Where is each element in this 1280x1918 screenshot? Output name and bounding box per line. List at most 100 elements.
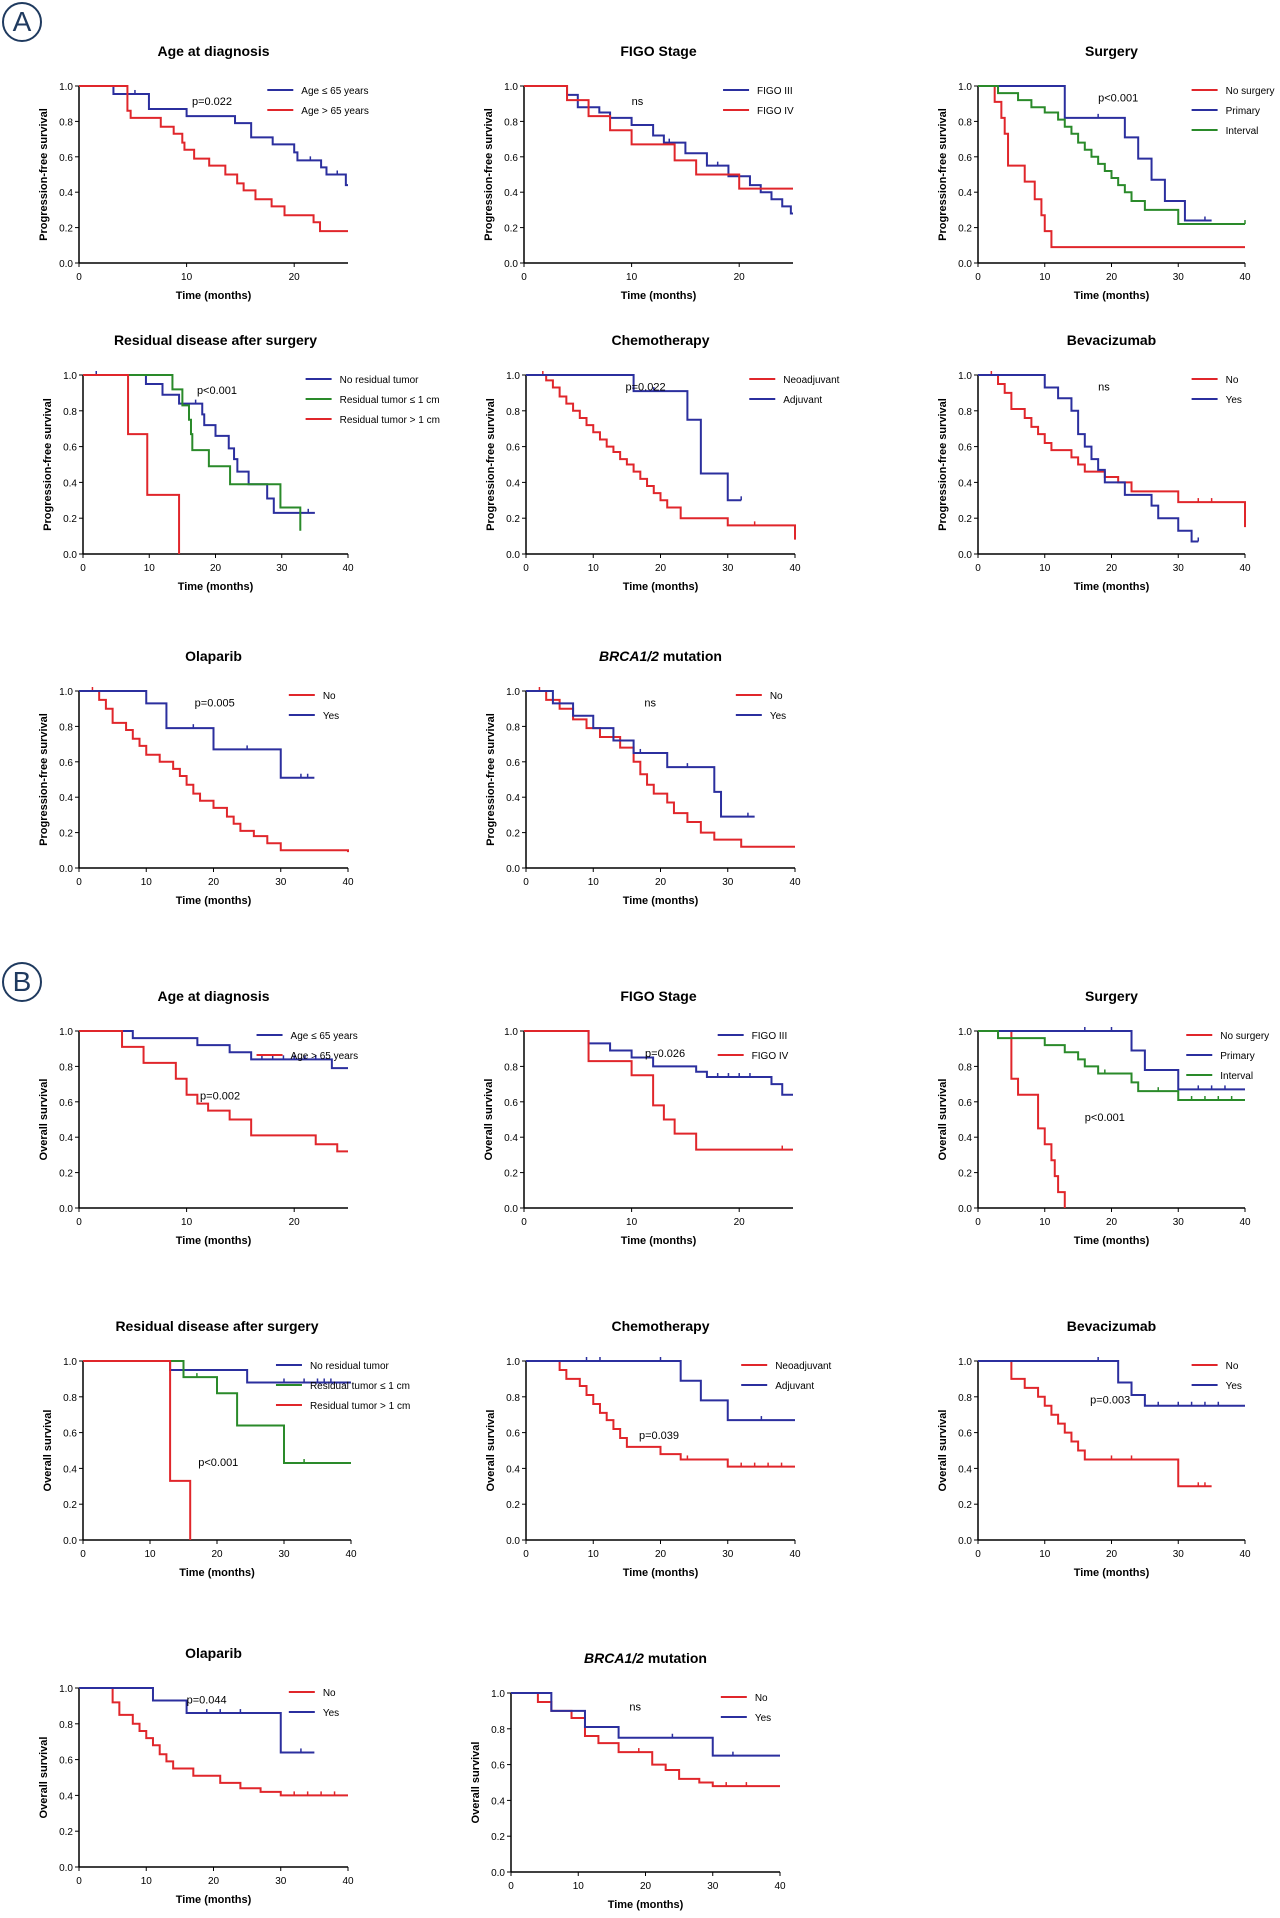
chart-title: Surgery bbox=[1085, 43, 1138, 59]
legend-label: Age ≤ 65 years bbox=[291, 1031, 358, 1042]
y-tick-label: 0.8 bbox=[958, 1393, 972, 1404]
km-curve-1 bbox=[978, 374, 1246, 528]
y-tick-label: 0.4 bbox=[63, 478, 77, 489]
km-curve-2 bbox=[524, 1030, 793, 1151]
y-tick-label: 0.2 bbox=[63, 514, 77, 525]
km-curve-2 bbox=[83, 374, 302, 531]
x-tick-label: 20 bbox=[655, 877, 667, 888]
y-tick-label: 0.0 bbox=[958, 1536, 972, 1547]
km-chart-b-4: Residual disease after surgery 0.0 0.2 0.4 0… bbox=[42, 1318, 410, 1579]
legend-label: No bbox=[770, 691, 783, 702]
y-tick-label: 0.8 bbox=[958, 407, 972, 418]
y-tick-label: 0.6 bbox=[958, 443, 972, 454]
x-tick-label: 20 bbox=[1106, 1549, 1118, 1560]
km-curve-2 bbox=[978, 374, 1199, 543]
y-tick-label: 1.0 bbox=[958, 1027, 972, 1038]
y-axis-label: Overall survival bbox=[937, 1079, 949, 1161]
y-tick-label: 1.0 bbox=[958, 1357, 972, 1368]
p-value: ns bbox=[1098, 382, 1110, 394]
legend-label: Adjuvant bbox=[783, 395, 822, 406]
x-tick-label: 30 bbox=[276, 563, 288, 574]
legend-label: Neoadjuvant bbox=[783, 375, 839, 386]
chart-title: Olaparib bbox=[185, 648, 242, 664]
x-tick-label: 0 bbox=[80, 1549, 86, 1560]
y-tick-label: 0.6 bbox=[491, 1761, 505, 1772]
p-value: p=0.026 bbox=[645, 1048, 685, 1060]
y-tick-label: 0.8 bbox=[506, 1393, 520, 1404]
y-tick-label: 0.6 bbox=[506, 1429, 520, 1440]
y-axis-label: Progression-free survival bbox=[485, 398, 497, 531]
y-axis-label: Progression-free survival bbox=[485, 713, 497, 846]
y-tick-label: 1.0 bbox=[63, 371, 77, 382]
x-tick-label: 40 bbox=[345, 1549, 357, 1560]
p-value: ns bbox=[632, 96, 644, 108]
panel-label-a: A bbox=[2, 2, 42, 42]
y-tick-label: 1.0 bbox=[59, 1027, 73, 1038]
x-tick-label: 0 bbox=[76, 1217, 82, 1228]
legend-label: No residual tumor bbox=[310, 1361, 390, 1372]
x-axis-label: Time (months) bbox=[1074, 1567, 1150, 1579]
km-curve-1 bbox=[978, 1360, 1212, 1488]
x-tick-label: 40 bbox=[789, 1549, 801, 1560]
y-tick-label: 0.8 bbox=[59, 1720, 73, 1731]
y-tick-label: 0.8 bbox=[958, 1062, 972, 1073]
y-axis-label: Overall survival bbox=[470, 1742, 482, 1824]
y-tick-label: 0.0 bbox=[59, 1863, 73, 1874]
x-tick-label: 30 bbox=[722, 563, 734, 574]
km-chart-a-7: Olaparib 0.0 0.2 0.4 0.6 0.8 1.0 0 10 20 30 40 Time … bbox=[38, 648, 354, 907]
x-tick-label: 10 bbox=[141, 877, 153, 888]
x-tick-label: 10 bbox=[144, 563, 156, 574]
y-tick-label: 0.6 bbox=[59, 758, 73, 769]
p-value: p<0.001 bbox=[198, 1457, 238, 1469]
legend-label: Neoadjuvant bbox=[775, 1361, 831, 1372]
x-axis-label: Time (months) bbox=[179, 1567, 255, 1579]
legend-label: Yes bbox=[323, 1708, 339, 1719]
km-curve-2 bbox=[978, 85, 1212, 222]
chart-title: Bevacizumab bbox=[1067, 1318, 1156, 1334]
y-tick-label: 1.0 bbox=[59, 1684, 73, 1695]
y-tick-label: 1.0 bbox=[59, 82, 73, 93]
p-value: ns bbox=[644, 698, 656, 710]
x-tick-label: 20 bbox=[734, 272, 746, 283]
y-tick-label: 0.0 bbox=[506, 550, 520, 561]
legend-label: No surgery bbox=[1226, 86, 1275, 97]
y-tick-label: 0.2 bbox=[958, 514, 972, 525]
km-curve-1 bbox=[526, 1360, 795, 1468]
x-axis-label: Time (months) bbox=[176, 1894, 252, 1906]
y-tick-label: 0.6 bbox=[958, 1429, 972, 1440]
x-tick-label: 40 bbox=[342, 563, 354, 574]
y-tick-label: 0.0 bbox=[59, 259, 73, 270]
y-tick-label: 0.2 bbox=[59, 829, 73, 840]
y-tick-label: 0.4 bbox=[59, 1133, 73, 1144]
x-tick-label: 10 bbox=[573, 1881, 585, 1892]
x-tick-label: 30 bbox=[1173, 1217, 1185, 1228]
legend-label: Yes bbox=[770, 711, 786, 722]
x-tick-label: 40 bbox=[789, 877, 801, 888]
km-chart-b-5: Chemotherapy 0.0 0.2 0.4 0.6 0.8 1.0 0 10 20 30 40 T… bbox=[485, 1318, 832, 1579]
km-chart-b-1: Age at diagnosis 0.0 0.2 0.4 0.6 0.8 1.0 0 10 20 T… bbox=[38, 988, 358, 1247]
legend-label: Yes bbox=[1226, 395, 1242, 406]
x-axis-label: Time (months) bbox=[176, 290, 252, 302]
x-axis-label: Time (months) bbox=[1074, 1235, 1150, 1247]
x-tick-label: 10 bbox=[141, 1876, 153, 1887]
y-tick-label: 0.0 bbox=[63, 550, 77, 561]
x-tick-label: 20 bbox=[1106, 272, 1118, 283]
legend-label: No residual tumor bbox=[340, 375, 420, 386]
chart-title: Age at diagnosis bbox=[157, 43, 269, 59]
y-tick-label: 0.6 bbox=[59, 153, 73, 164]
x-tick-label: 10 bbox=[588, 877, 600, 888]
chart-title: FIGO Stage bbox=[620, 43, 696, 59]
x-tick-label: 10 bbox=[1039, 1217, 1051, 1228]
x-tick-label: 0 bbox=[975, 272, 981, 283]
x-axis-label: Time (months) bbox=[621, 1235, 697, 1247]
km-curve-1 bbox=[524, 1030, 793, 1096]
x-tick-label: 30 bbox=[278, 1549, 290, 1560]
km-curve-2 bbox=[79, 85, 348, 233]
y-tick-label: 0.2 bbox=[506, 829, 520, 840]
legend-label: Yes bbox=[323, 711, 339, 722]
y-tick-label: 0.6 bbox=[59, 1756, 73, 1767]
p-value: p<0.001 bbox=[197, 385, 237, 397]
x-tick-label: 40 bbox=[342, 1876, 354, 1887]
km-curve-2 bbox=[79, 690, 315, 779]
